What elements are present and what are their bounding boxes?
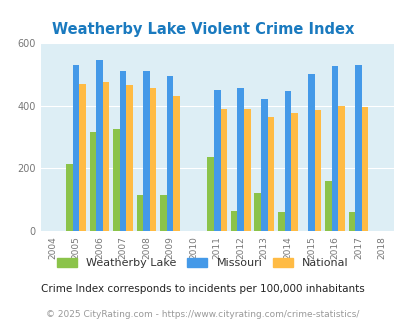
Bar <box>173 96 179 231</box>
Text: © 2025 CityRating.com - https://www.cityrating.com/crime-statistics/: © 2025 CityRating.com - https://www.city… <box>46 310 359 319</box>
Bar <box>354 65 361 231</box>
Bar <box>96 60 102 231</box>
Bar <box>260 99 267 231</box>
Bar <box>213 90 220 231</box>
Bar <box>166 76 173 231</box>
Bar <box>254 193 260 231</box>
Bar <box>136 195 143 231</box>
Bar <box>149 88 156 231</box>
Bar <box>230 211 237 231</box>
Bar <box>79 84 85 231</box>
Bar <box>243 109 250 231</box>
Bar <box>307 74 314 231</box>
Bar <box>290 114 297 231</box>
Bar <box>331 66 337 231</box>
Bar <box>160 195 166 231</box>
Bar <box>324 181 331 231</box>
Bar <box>119 71 126 231</box>
Bar <box>113 129 119 231</box>
Bar <box>207 157 213 231</box>
Text: Weatherby Lake Violent Crime Index: Weatherby Lake Violent Crime Index <box>52 22 353 37</box>
Bar <box>66 164 72 231</box>
Bar <box>348 212 354 231</box>
Bar <box>314 110 320 231</box>
Bar <box>102 82 109 231</box>
Bar <box>90 132 96 231</box>
Bar <box>284 91 290 231</box>
Bar <box>220 109 226 231</box>
Bar <box>267 116 273 231</box>
Legend: Weatherby Lake, Missouri, National: Weatherby Lake, Missouri, National <box>53 253 352 273</box>
Bar <box>237 88 243 231</box>
Bar <box>277 212 284 231</box>
Bar <box>126 85 132 231</box>
Bar <box>143 71 149 231</box>
Bar <box>72 65 79 231</box>
Text: Crime Index corresponds to incidents per 100,000 inhabitants: Crime Index corresponds to incidents per… <box>41 284 364 294</box>
Bar <box>361 107 367 231</box>
Bar <box>337 106 344 231</box>
